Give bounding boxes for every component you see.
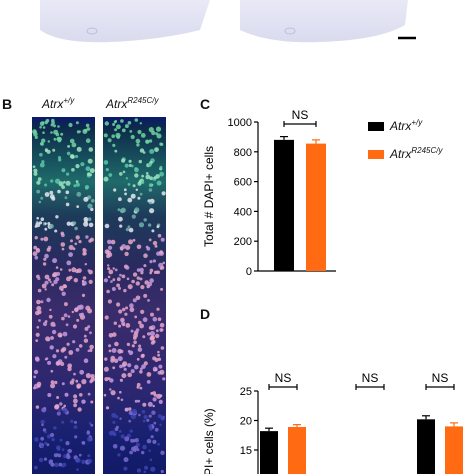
legend-swatch-mut [368, 150, 384, 159]
chart-d-bar-y-2 [417, 419, 435, 474]
chart-d-annotation: NS [362, 371, 379, 385]
chart-d-tick-label: 15 [240, 445, 252, 457]
chart-d-bar-y-0 [260, 431, 278, 474]
chart-c-tick-label: 800 [234, 147, 252, 159]
stain-label-wt: Atrx+/y [42, 96, 75, 111]
chart-d-tick-label: 25 [240, 386, 252, 398]
chart-d-bar-R245Cy-2 [445, 426, 463, 474]
chart-c-annotation: NS [292, 108, 309, 122]
chart-d-annotation: NS [275, 371, 292, 385]
chart-d-tick-label: 20 [240, 416, 252, 428]
chart-d: 15 20 25 DAPI+ cells (%) NS NS NS [202, 371, 463, 474]
chart-d-annotation: NS [432, 371, 449, 385]
chart-d-ylabel: DAPI+ cells (%) [202, 408, 216, 474]
chart-c-tick-label: 400 [234, 206, 252, 218]
chart-c-tick-label: 200 [234, 236, 252, 248]
stain-label-mut: AtrxR245C/y [106, 96, 159, 111]
panel-a-histology [0, 0, 474, 46]
panel-letter-b: B [2, 96, 13, 112]
panel-b-stain-wt [32, 117, 96, 474]
panel-letter-c: C [200, 96, 211, 112]
chart-c-tick-label: 1000 [228, 117, 252, 129]
legend-label-mut: AtrxR245C/y [390, 146, 443, 161]
chart-c-tick-label: 600 [234, 177, 252, 189]
chart-d-bar-R245Cy-0 [288, 426, 306, 474]
chart-c-bar-y-0 [274, 139, 294, 271]
chart-c-ylabel: Total # DAPI+ cells [202, 146, 216, 247]
legend-label-wt: Atrx+/y [390, 118, 423, 133]
chart-c: 0 200 400 600 800 1000 Total # DAPI+ cells NS [202, 108, 336, 278]
brain-section-left [40, 0, 210, 43]
legend-swatch-wt [368, 122, 384, 131]
chart-c-bar-R245Cy-0 [306, 143, 326, 271]
brain-section-right [240, 0, 408, 43]
panel-b-stain-mut [103, 117, 166, 474]
chart-c-tick-label: 0 [246, 266, 252, 278]
panel-letter-d: D [200, 306, 211, 322]
